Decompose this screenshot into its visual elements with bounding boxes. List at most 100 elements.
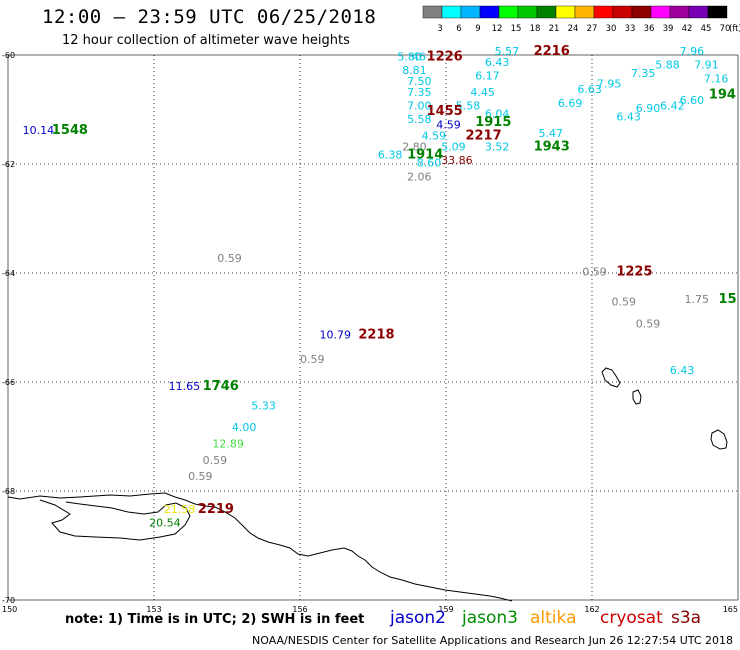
wave-height-label: 4.59 xyxy=(436,119,461,132)
wave-height-label: 5.47 xyxy=(538,127,563,140)
wave-height-label: 3.52 xyxy=(485,140,510,153)
lat-label: -60 xyxy=(2,51,15,60)
wave-height-label: 5.80 xyxy=(397,50,422,63)
pass-time-label: 1943 xyxy=(534,139,570,154)
wave-height-label: 6.63 xyxy=(577,83,602,96)
wave-height-label: 10.79 xyxy=(319,328,351,341)
wave-height-label: 46 xyxy=(412,50,426,63)
wave-height-label: 7.50 xyxy=(407,75,432,88)
legend-tick: 70 xyxy=(720,24,731,34)
satellite-jason3: jason3 xyxy=(462,608,518,628)
wave-height-label: 33.86 xyxy=(441,154,473,167)
satellite-jason2: jason2 xyxy=(390,608,446,628)
wave-height-label: 6.43 xyxy=(670,364,695,377)
pass-time-label: 1225 xyxy=(616,265,652,280)
legend-swatch xyxy=(631,5,652,19)
legend-swatch xyxy=(441,5,462,19)
legend-swatch xyxy=(422,5,443,19)
satellite-s3a: s3a xyxy=(671,608,702,628)
pass-time-label: 1548 xyxy=(52,123,88,138)
wave-height-label: 10.14 xyxy=(23,124,54,137)
lon-label: 165 xyxy=(723,605,738,614)
wave-height-label: 4.45 xyxy=(470,86,495,99)
pass-time-label: 1455 xyxy=(427,104,463,119)
legend-tick: 21 xyxy=(549,24,560,34)
legend-swatch xyxy=(574,5,595,19)
legend-tick: 9 xyxy=(475,24,480,34)
legend-tick: 39 xyxy=(663,24,674,34)
lon-label: 162 xyxy=(584,605,599,614)
lon-label: 153 xyxy=(146,605,161,614)
lon-label: 156 xyxy=(292,605,307,614)
legend-swatch xyxy=(688,5,709,19)
wave-height-label: 6.43 xyxy=(616,110,641,123)
pass-time-label: 2219 xyxy=(198,502,234,517)
legend-tick: 42 xyxy=(682,24,693,34)
legend-swatch xyxy=(460,5,481,19)
legend-swatch xyxy=(669,5,690,19)
wave-height-label: 7.00 xyxy=(407,100,432,113)
pass-time-label: 1226 xyxy=(427,49,463,64)
legend-tick: 18 xyxy=(530,24,541,34)
legend-swatch xyxy=(536,5,557,19)
lat-label: -68 xyxy=(2,487,15,496)
wave-height-label: 8.81 xyxy=(402,64,427,77)
legend-tick: 15 xyxy=(511,24,522,34)
wave-height-label: 4.59 xyxy=(422,129,447,142)
legend-swatch xyxy=(612,5,633,19)
wave-height-label: 1.75 xyxy=(684,293,709,306)
legend-tick: 24 xyxy=(568,24,579,34)
wave-height-label: 0.59 xyxy=(203,454,228,467)
coast-inlet xyxy=(39,499,191,541)
pass-time-label: 194 xyxy=(709,88,736,103)
map-subtitle: 12 hour collection of altimeter wave hei… xyxy=(62,33,350,48)
wave-height-label: 7.91 xyxy=(694,59,719,72)
wave-height-label: 6.42 xyxy=(660,100,685,113)
legend-tick: 45 xyxy=(701,24,712,34)
island-3 xyxy=(710,429,728,450)
wave-height-label: 0.59 xyxy=(611,296,636,309)
wave-height-label: 6.60 xyxy=(680,94,705,107)
legend-swatch xyxy=(517,5,538,19)
legend-swatch xyxy=(707,5,728,19)
legend-swatch xyxy=(593,5,614,19)
wave-height-label: 12.89 xyxy=(212,437,244,450)
legend-tick: 36 xyxy=(644,24,655,34)
map-frame xyxy=(7,54,739,601)
wave-height-label: 7.35 xyxy=(407,86,432,99)
legend-tick: 6 xyxy=(456,24,461,34)
lat-label: -66 xyxy=(2,378,15,387)
lat-label: -62 xyxy=(2,160,15,169)
island-2 xyxy=(632,389,642,405)
wave-height-label: 6.04 xyxy=(485,108,510,121)
wave-height-label: 0.59 xyxy=(300,353,325,366)
wave-height-label: 7.96 xyxy=(680,45,705,58)
legend-swatch xyxy=(555,5,576,19)
map-title: 12:00 – 23:59 UTC 06/25/2018 xyxy=(42,6,377,28)
legend-tick: 27 xyxy=(587,24,598,34)
pass-time-label: 1914 xyxy=(407,148,443,163)
pass-time-label: 1746 xyxy=(203,379,239,394)
legend-tick: 30 xyxy=(606,24,617,34)
island-1 xyxy=(601,367,621,388)
legend-swatch xyxy=(479,5,500,19)
wave-height-label: 6.69 xyxy=(558,97,583,110)
wave-height-label: 11.65 xyxy=(169,380,201,393)
credit-line: NOAA/NESDIS Center for Satellite Applica… xyxy=(252,634,734,647)
legend-swatch xyxy=(498,5,519,19)
wave-height-label: 0.59 xyxy=(188,470,213,483)
legend-tick: 3 xyxy=(437,24,442,34)
lon-label: 159 xyxy=(438,605,453,614)
legend-tick: 33 xyxy=(625,24,636,34)
wave-height-label: 7.16 xyxy=(704,72,729,85)
wave-height-label: 0.59 xyxy=(217,252,242,265)
wave-height-label: 5.09 xyxy=(441,140,466,153)
antarctic-coastline xyxy=(7,492,513,602)
pass-time-label: 2218 xyxy=(358,327,394,342)
wave-height-label: 7.35 xyxy=(631,67,656,80)
legend-swatch xyxy=(650,5,671,19)
